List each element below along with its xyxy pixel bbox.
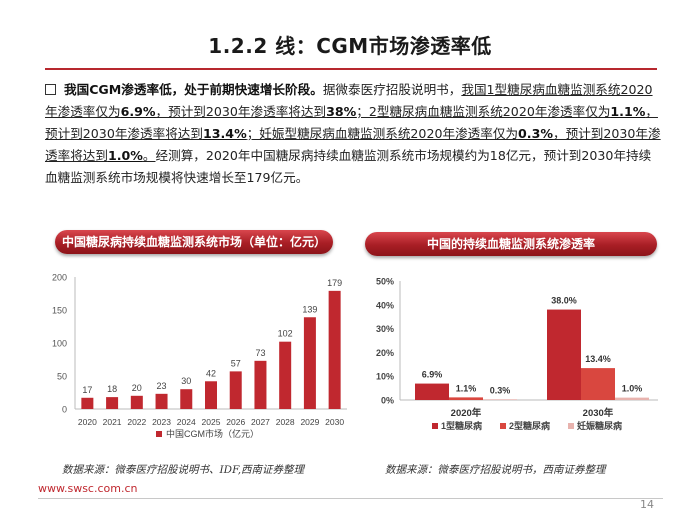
data-label: 38.0%	[551, 296, 577, 306]
x-tick-label: 2028	[276, 417, 295, 427]
right-chart-source: 数据来源：微泰医疗招股说明书，西南证券整理	[385, 464, 606, 476]
y-tick-label: 50	[57, 372, 67, 382]
x-tick-label: 2025	[202, 417, 221, 427]
y-tick-label: 100	[52, 339, 67, 349]
data-label: 179	[327, 278, 342, 288]
bar	[81, 397, 94, 409]
bar	[615, 397, 649, 400]
legend-label: 1型糖尿病	[441, 420, 482, 431]
x-tick-label: 2021	[103, 417, 122, 427]
bullet-text: ；妊娠型糖尿病血糖监测系统2020年渗透率仅为	[246, 126, 519, 141]
legend-label: 2型糖尿病	[509, 420, 550, 431]
data-label: 13.4%	[585, 354, 611, 364]
bar	[303, 317, 316, 409]
x-tick-label: 2026	[226, 417, 245, 427]
x-tick-label: 2020年	[451, 407, 482, 419]
bar	[130, 395, 143, 409]
checkbox-bullet-icon	[45, 84, 56, 95]
bullet-lead: 我国CGM渗透率低，处于前期快速增长阶段。	[64, 82, 323, 97]
bar	[449, 397, 483, 400]
y-tick-label: 10%	[376, 372, 394, 382]
legend-swatch	[568, 423, 574, 429]
left-chart-source: 数据来源：微泰医疗招股说明书、IDF,西南证券整理	[62, 464, 305, 476]
legend-swatch	[156, 431, 162, 437]
data-label: 57	[231, 358, 241, 368]
x-tick-label: 2029	[300, 417, 319, 427]
x-tick-label: 2030	[325, 417, 344, 427]
bar	[180, 389, 193, 409]
bullet-text: ，预计到2030年渗透率将达到	[45, 126, 661, 163]
x-tick-label: 2022	[127, 417, 146, 427]
data-label: 1.1%	[456, 383, 477, 393]
bar	[328, 290, 341, 409]
bar	[581, 368, 615, 400]
bullet-value: 6.9%	[120, 104, 156, 119]
x-tick-label: 2020	[78, 417, 97, 427]
data-label: 6.9%	[422, 370, 443, 380]
slide-title: 1.2.2 线：CGM市场渗透率低	[208, 34, 492, 58]
bar	[106, 397, 119, 409]
data-label: 23	[157, 381, 167, 391]
bullet-paragraph: 我国CGM渗透率低，处于前期快速增长阶段。据微泰医疗招股说明书，我国1型糖尿病血…	[45, 79, 663, 189]
data-label: 102	[278, 329, 293, 339]
bullet-text: 据微泰医疗招股说明书，	[322, 82, 462, 97]
x-tick-label: 2030年	[583, 407, 614, 419]
y-tick-label: 20%	[376, 348, 394, 358]
legend-label: 妊娠糖尿病	[577, 420, 622, 431]
bar	[205, 381, 217, 409]
page-number: 14	[640, 498, 654, 511]
data-label: 73	[255, 348, 265, 358]
bar	[547, 309, 581, 400]
footer-url[interactable]: www.swsc.com.cn	[38, 482, 138, 495]
y-tick-label: 40%	[376, 300, 394, 310]
data-label: 30	[181, 376, 191, 386]
data-label: 1.0%	[622, 384, 643, 394]
bar	[229, 371, 242, 409]
bullet-text: ，预计到2030年渗透率将达到	[45, 104, 658, 141]
bullet-text: ，预计到2030年渗透率将达到	[155, 104, 327, 119]
bullet-value: 38%	[326, 104, 357, 119]
right-chart-header: 中国的持续血糖监测系统渗透率	[365, 232, 657, 256]
bullet-value: 0.3%	[518, 126, 553, 141]
y-tick-label: 200	[52, 273, 67, 283]
bullet-value: 1.1%	[610, 104, 646, 119]
title-divider	[45, 68, 657, 70]
y-tick-label: 30%	[376, 324, 394, 334]
bar	[254, 360, 267, 409]
y-tick-label: 0	[62, 405, 67, 415]
x-tick-label: 2024	[177, 417, 196, 427]
legend-swatch	[432, 423, 438, 429]
y-tick-label: 0%	[381, 396, 394, 406]
x-tick-label: 2027	[251, 417, 270, 427]
data-label: 20	[132, 383, 142, 393]
x-tick-label: 2023	[152, 417, 171, 427]
bullet-value: 1.0%	[107, 148, 143, 163]
legend-swatch	[500, 423, 506, 429]
bar	[279, 341, 292, 409]
y-tick-label: 50%	[376, 277, 394, 287]
bullet-value: 13.4%	[203, 126, 247, 141]
data-label: 17	[82, 385, 92, 395]
data-label: 139	[302, 304, 317, 314]
left-chart-header: 中国糖尿病持续血糖监测系统市场（单位：亿元）	[55, 230, 333, 254]
y-tick-label: 150	[52, 306, 67, 316]
bar	[155, 393, 168, 409]
cgm-penetration-bar-chart: 0% 10% 20% 30% 40% 50% 6.9% 1.1% 0.3% 2020年 38.0% 1…	[376, 277, 658, 431]
legend-label: 中国CGM市场（亿元）	[166, 428, 259, 439]
bullet-text: 我国1型糖尿病血糖监测系统2020年渗透率仅为	[45, 82, 653, 119]
bar	[483, 399, 517, 400]
bullet-text: 经测算，2020年中国糖尿病持续血糖监测系统市场规模约为18亿元，预计到2030…	[45, 148, 652, 185]
cgm-market-bar-chart: 0 50 100 150 200 17 2020 18 2021 20 2022 23 2023 30 20…	[52, 273, 347, 439]
bullet-text: 。	[142, 148, 156, 163]
data-label: 18	[107, 384, 117, 394]
bar	[415, 383, 449, 400]
bullet-text: ；2型糖尿病血糖监测系统2020年渗透率仅为	[356, 104, 611, 119]
data-label: 0.3%	[490, 385, 511, 395]
data-label: 42	[206, 368, 216, 378]
footer-divider	[38, 498, 663, 499]
